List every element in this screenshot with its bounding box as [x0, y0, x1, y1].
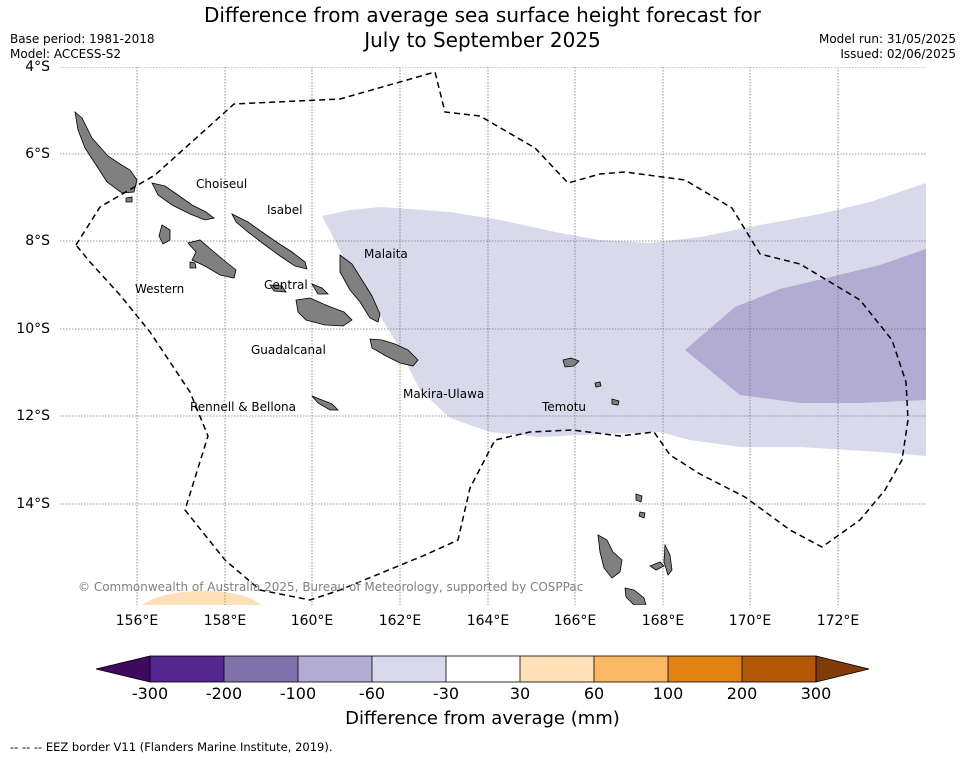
title-line-1: Difference from average sea surface heig…: [203, 3, 762, 27]
bougainville-island: [74, 110, 138, 194]
russell-island: [269, 284, 287, 293]
lat-label-12s: 12°S: [16, 408, 50, 424]
colorbar-tick-label: 30: [509, 684, 531, 703]
makira-island: [369, 338, 419, 367]
lat-label-10s: 10°S: [16, 321, 50, 337]
isabel-island: [231, 213, 308, 270]
espiritu-santo-island: [597, 534, 623, 579]
province-label-isabel: Isabel: [267, 203, 303, 217]
choiseul-island: [151, 182, 215, 221]
lon-label-170e: 170°E: [728, 613, 772, 629]
province-label-western: Western: [135, 282, 185, 296]
reef-island: [594, 381, 602, 388]
colorbar-tick-label: 60: [583, 684, 605, 703]
lon-label-164e: 164°E: [466, 613, 510, 629]
colorbar-bin: [372, 656, 446, 682]
colorbar-bin: [742, 656, 816, 682]
eez-legend: -- -- -- EEZ border V11 (Flanders Marine…: [10, 740, 333, 754]
colorbar-title: Difference from average (mm): [345, 708, 620, 729]
lon-label-172e: 172°E: [816, 613, 860, 629]
lon-label-168e: 168°E: [641, 613, 685, 629]
new-georgia-island: [187, 239, 237, 279]
ambae-island: [649, 561, 665, 571]
colorbar-tick-label: -60: [358, 684, 386, 703]
colorbar-extend-high: [815, 655, 870, 683]
model-run: Model run: 31/05/2025: [818, 32, 956, 46]
issued-date: Issued: 02/06/2025: [840, 47, 956, 61]
anomaly-region-positive: [142, 590, 260, 605]
colorbar-bin: [150, 656, 224, 682]
colorbar-bin: [224, 656, 298, 682]
graticule: [60, 67, 926, 605]
malaita-island: [339, 254, 381, 323]
lon-label-162e: 162°E: [378, 613, 422, 629]
colorbar-tick-label: -100: [279, 684, 317, 703]
map-title: Difference from average sea surface heig…: [0, 3, 965, 53]
colorbar-tick-label: 100: [652, 684, 684, 703]
lat-label-8s: 8°S: [25, 233, 50, 249]
lat-label-14s: 14°S: [16, 496, 50, 512]
colorbar-tick-label: 200: [726, 684, 758, 703]
province-label-rennell-bellona: Rennell & Bellona: [190, 400, 297, 414]
title-line-2: July to September 2025: [364, 28, 601, 52]
lat-label-4s: 4°S: [25, 59, 50, 75]
maewo-island: [663, 543, 673, 576]
meta-right: Model run: 31/05/2025 Issued: 02/06/2025: [819, 32, 956, 62]
anomaly-region-medium: [685, 249, 926, 403]
vanikoro-island: [611, 398, 620, 406]
lon-label-158e: 158°E: [203, 613, 247, 629]
colorbar-bin: [298, 656, 372, 682]
eez-border: [75, 71, 909, 601]
province-label-makira-ulawa: Makira-Ulawa: [403, 387, 485, 401]
shortland-island: [125, 196, 133, 203]
colorbar-tick-label: -200: [205, 684, 243, 703]
colorbar-bin: [446, 656, 520, 682]
colorbar-bin: [594, 656, 668, 682]
province-label-temotu: Temotu: [542, 400, 587, 414]
florida-island: [311, 283, 329, 295]
colorbar-tick-label: -30: [432, 684, 460, 703]
lon-label-166e: 166°E: [553, 613, 597, 629]
ranongga-island: [189, 261, 197, 269]
land-masses: [74, 110, 673, 605]
guadalcanal-island: [295, 297, 353, 327]
santa-cruz-island: [562, 357, 580, 368]
colorbar-tick-label: 300: [800, 684, 832, 703]
lat-label-6s: 6°S: [25, 146, 50, 162]
colorbar-bin: [520, 656, 594, 682]
colorbar-tick-label: -300: [131, 684, 169, 703]
meta-left: Base period: 1981-2018 Model: ACCESS-S2: [10, 32, 155, 62]
province-label-malaita: Malaita: [364, 247, 408, 261]
lon-label-156e: 156°E: [115, 613, 159, 629]
model-name: Model: ACCESS-S2: [10, 47, 122, 61]
province-label-guadalcanal: Guadalcanal: [251, 343, 326, 357]
province-label-choiseul: Choiseul: [196, 177, 248, 191]
province-label-central: Central: [264, 278, 308, 292]
colorbar: [95, 655, 870, 683]
copyright-notice: © Commonwealth of Australia 2025, Bureau…: [78, 580, 584, 594]
malekula-island: [624, 587, 647, 605]
map-area: [60, 67, 926, 605]
banks-island: [638, 511, 646, 519]
torres-island: [635, 493, 643, 503]
vella-lavella-island: [158, 224, 171, 245]
colorbar-extend-low: [95, 655, 151, 683]
base-period: Base period: 1981-2018: [10, 32, 155, 46]
rennell-island: [311, 395, 339, 411]
lon-label-160e: 160°E: [290, 613, 334, 629]
colorbar-bin: [668, 656, 742, 682]
